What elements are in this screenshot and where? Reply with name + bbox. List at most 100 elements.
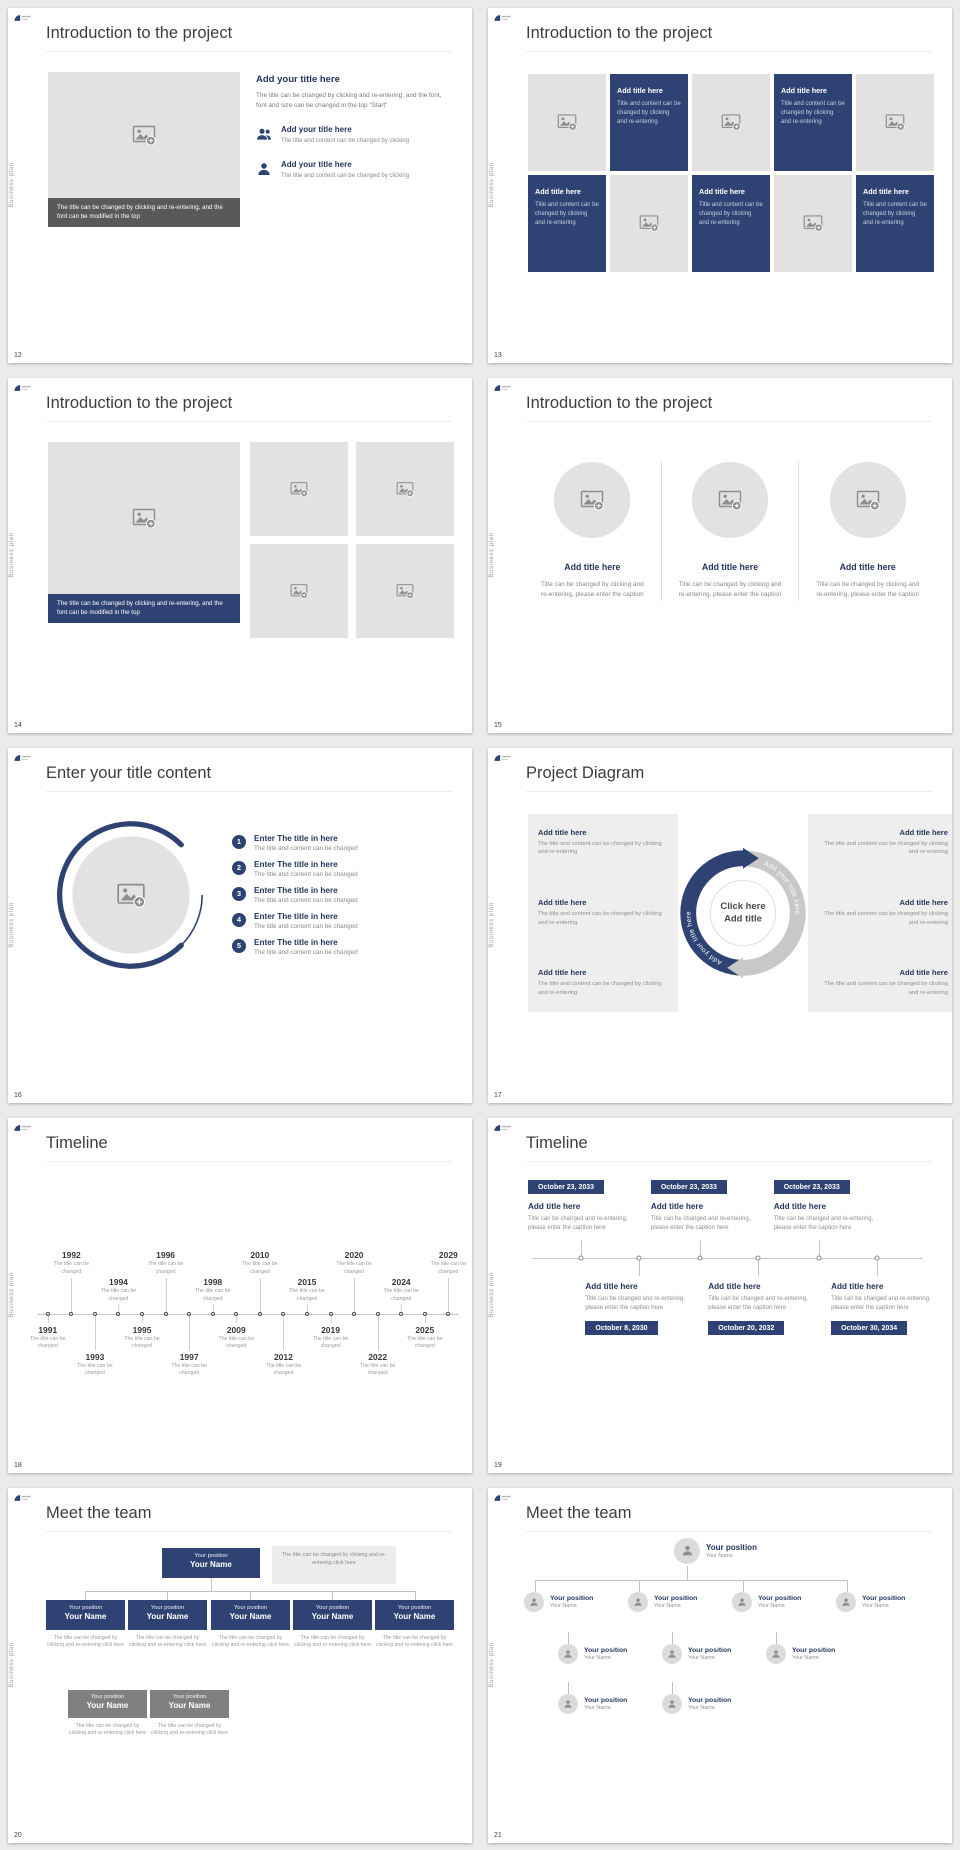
timeline-label: 2020 The title can be changed: [331, 1250, 378, 1276]
brand-logo-icon: [494, 14, 511, 21]
timeline-point: 2009 The title can be changed: [219, 1170, 254, 1459]
slide-title: Introduction to the project: [46, 24, 452, 52]
timeline-cards: October 23, 2033 Add title here Title ca…: [528, 1176, 938, 1336]
timeline-caption: The title can be changed: [100, 1288, 137, 1302]
diagram-item-title: Add title here: [538, 897, 587, 907]
card-title: Add title here: [773, 1202, 827, 1211]
timeline-point: 2019 The title can be changed: [313, 1170, 348, 1459]
slide-number: 12: [14, 351, 22, 359]
list-item-title: Enter The title in here: [254, 859, 338, 869]
timeline-caption: The title can be changed: [124, 1336, 160, 1350]
org-member: Your position Your Name: [628, 1591, 698, 1612]
org-member: Your position Your Name: [674, 1537, 757, 1564]
arrow-head-icon: [727, 956, 743, 978]
person-icon: [667, 1649, 677, 1659]
card-text: Title can be changed and re-entering, pl…: [528, 1216, 628, 1232]
slide-thumbnail-17[interactable]: Business plan Project Diagram Add title …: [488, 747, 952, 1103]
grid-tile: [856, 73, 934, 171]
org-name: Your Name: [862, 1602, 889, 1609]
card-text: Title can be changed and re-entering, pl…: [831, 1295, 931, 1311]
image-caption: The title can be changed by clicking and…: [48, 593, 240, 624]
org-position: Your position: [584, 1646, 628, 1654]
number-badge: 4: [232, 912, 246, 927]
grid-cell: Business plan Project Diagram Add title …: [480, 740, 960, 1110]
slide-number: 15: [494, 721, 502, 729]
org-position: Your position: [315, 1604, 350, 1611]
timeline-stem: [142, 1314, 144, 1323]
timeline-year: 2020: [344, 1250, 364, 1261]
person-icon: [667, 1699, 677, 1709]
timeline-stem: [757, 1257, 759, 1276]
grid-tile: Add title here Title and content can be …: [528, 174, 606, 272]
image-placeholder-icon: [721, 112, 741, 132]
diagram-item-title: Add title here: [899, 968, 948, 978]
person-icon: [563, 1699, 573, 1709]
slide-thumbnail-12[interactable]: Business plan Introduction to the projec…: [8, 7, 472, 363]
timeline-label: 2015 The title can be changed: [283, 1277, 330, 1303]
diagram-item-text: The title and content can be changed by …: [824, 910, 948, 926]
timeline-caption: The title can be changed: [242, 1261, 278, 1275]
timeline-caption: The title can be changed: [194, 1288, 231, 1302]
slide-thumbnail-21[interactable]: Business plan Meet the team Your positio…: [488, 1487, 952, 1843]
brand-logo-icon: [494, 1124, 511, 1131]
org-name: Your Name: [706, 1552, 733, 1559]
org-position: Your position: [550, 1594, 594, 1602]
timeline-year: 2019: [321, 1325, 340, 1335]
timeline-stem: [401, 1305, 403, 1314]
timeline-label: 1996 The title can be changed: [142, 1250, 189, 1276]
slide-number: 16: [14, 1091, 22, 1099]
checkerboard-grid: Add title here Title and content can be …: [528, 73, 934, 272]
slide-thumbnail-18[interactable]: Business plan Timeline 1991 The title ca…: [8, 1117, 472, 1473]
diagram-item: Add title here The title and content can…: [818, 828, 948, 857]
connector-line: [167, 1590, 168, 1600]
timeline-year: 1993: [85, 1352, 105, 1362]
number-badge: 2: [232, 860, 246, 875]
connector-line: [85, 1590, 86, 1600]
diagram-item: Add title here The title and content can…: [538, 898, 668, 927]
org-position: Your position: [654, 1594, 698, 1602]
timeline-label: 2009 The title can be changed: [213, 1325, 260, 1351]
avatar: [766, 1643, 786, 1664]
slide-title: Meet the team: [526, 1504, 932, 1532]
timeline-caption: The title can be changed: [312, 1336, 349, 1350]
slide-thumbnail-14[interactable]: Business plan Introduction to the projec…: [8, 377, 472, 733]
people-icon: [256, 126, 272, 142]
slide-thumbnail-20[interactable]: Business plan Meet the team Your positio…: [8, 1487, 472, 1843]
timeline-stem: [71, 1278, 73, 1314]
left-panel: Add title here The title and content can…: [528, 813, 678, 1012]
feature-title: Add your title here: [281, 159, 352, 169]
timeline-stem: [876, 1257, 878, 1276]
image-placeholder-icon: [290, 582, 308, 600]
circle-image-placeholder: [829, 461, 906, 538]
timeline-stem: [94, 1314, 96, 1350]
org-member: Your position Your Name The title can be…: [128, 1599, 207, 1651]
org-name: Your Name: [190, 1559, 232, 1569]
list-item-text-block: Enter The title in here The title and co…: [254, 860, 358, 878]
person-icon: [256, 161, 272, 177]
timeline-caption: The title can be changed: [336, 1261, 372, 1275]
card-title: Add title here: [708, 1281, 761, 1291]
person-icon: [563, 1649, 573, 1659]
column-item: Add title here Title can be changed by c…: [524, 461, 661, 602]
timeline-caption: The title can be changed: [147, 1261, 184, 1275]
slide-thumbnail-15[interactable]: Business plan Introduction to the projec…: [488, 377, 952, 733]
timeline-point: 1998 The title can be changed: [195, 1170, 230, 1459]
image-caption: The title can be changed by clicking and…: [48, 197, 240, 228]
person-icon: [737, 1597, 747, 1607]
slide-content: Add title here The title and content can…: [528, 813, 952, 1012]
slide-thumbnail-19[interactable]: Business plan Timeline October 23, 2033 …: [488, 1117, 952, 1473]
column-title: Add title here: [839, 561, 896, 572]
org-caption: The title can be changed by clicking and…: [129, 1634, 206, 1649]
org-name: Your Name: [584, 1704, 611, 1711]
slide-thumbnail-13[interactable]: Business plan Introduction to the projec…: [488, 7, 952, 363]
org-member: Your position Your Name The title can be…: [150, 1689, 229, 1739]
slide-title: Timeline: [526, 1134, 932, 1162]
diagram-item-text: The title and content can be changed by …: [538, 910, 662, 926]
slide-thumbnail-16[interactable]: Business plan Enter your title content 1: [8, 747, 472, 1103]
org-name: Your Name: [758, 1602, 785, 1609]
connector-line: [535, 1579, 847, 1581]
timeline-marker: [187, 1312, 192, 1316]
connector-line: [672, 1631, 673, 1644]
timeline-marker: [92, 1312, 97, 1316]
org-member: Your position Your Name: [836, 1591, 905, 1612]
